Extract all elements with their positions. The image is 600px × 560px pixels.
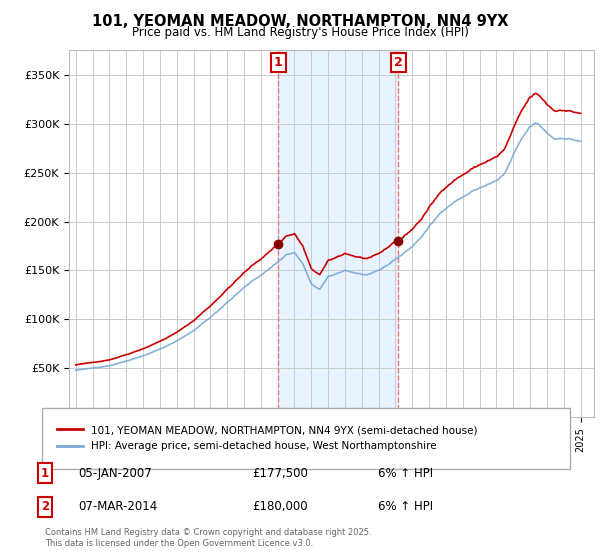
Text: 05-JAN-2007: 05-JAN-2007 [78, 466, 152, 480]
Text: 6% ↑ HPI: 6% ↑ HPI [378, 466, 433, 480]
Text: Contains HM Land Registry data © Crown copyright and database right 2025.
This d: Contains HM Land Registry data © Crown c… [45, 528, 371, 548]
Text: 07-MAR-2014: 07-MAR-2014 [78, 500, 157, 514]
Text: £177,500: £177,500 [252, 466, 308, 480]
Text: 2: 2 [41, 500, 49, 514]
FancyBboxPatch shape [42, 408, 570, 469]
Text: 1: 1 [41, 466, 49, 480]
Text: 101, YEOMAN MEADOW, NORTHAMPTON, NN4 9YX: 101, YEOMAN MEADOW, NORTHAMPTON, NN4 9YX [92, 14, 508, 29]
Text: £180,000: £180,000 [252, 500, 308, 514]
Bar [278, 50, 398, 417]
Text: 1: 1 [274, 56, 283, 69]
Text: Price paid vs. HM Land Registry's House Price Index (HPI): Price paid vs. HM Land Registry's House … [131, 26, 469, 39]
Text: 6% ↑ HPI: 6% ↑ HPI [378, 500, 433, 514]
Text: 2: 2 [394, 56, 403, 69]
Legend: 101, YEOMAN MEADOW, NORTHAMPTON, NN4 9YX (semi-detached house), HPI: Average pri: 101, YEOMAN MEADOW, NORTHAMPTON, NN4 9YX… [52, 421, 482, 455]
